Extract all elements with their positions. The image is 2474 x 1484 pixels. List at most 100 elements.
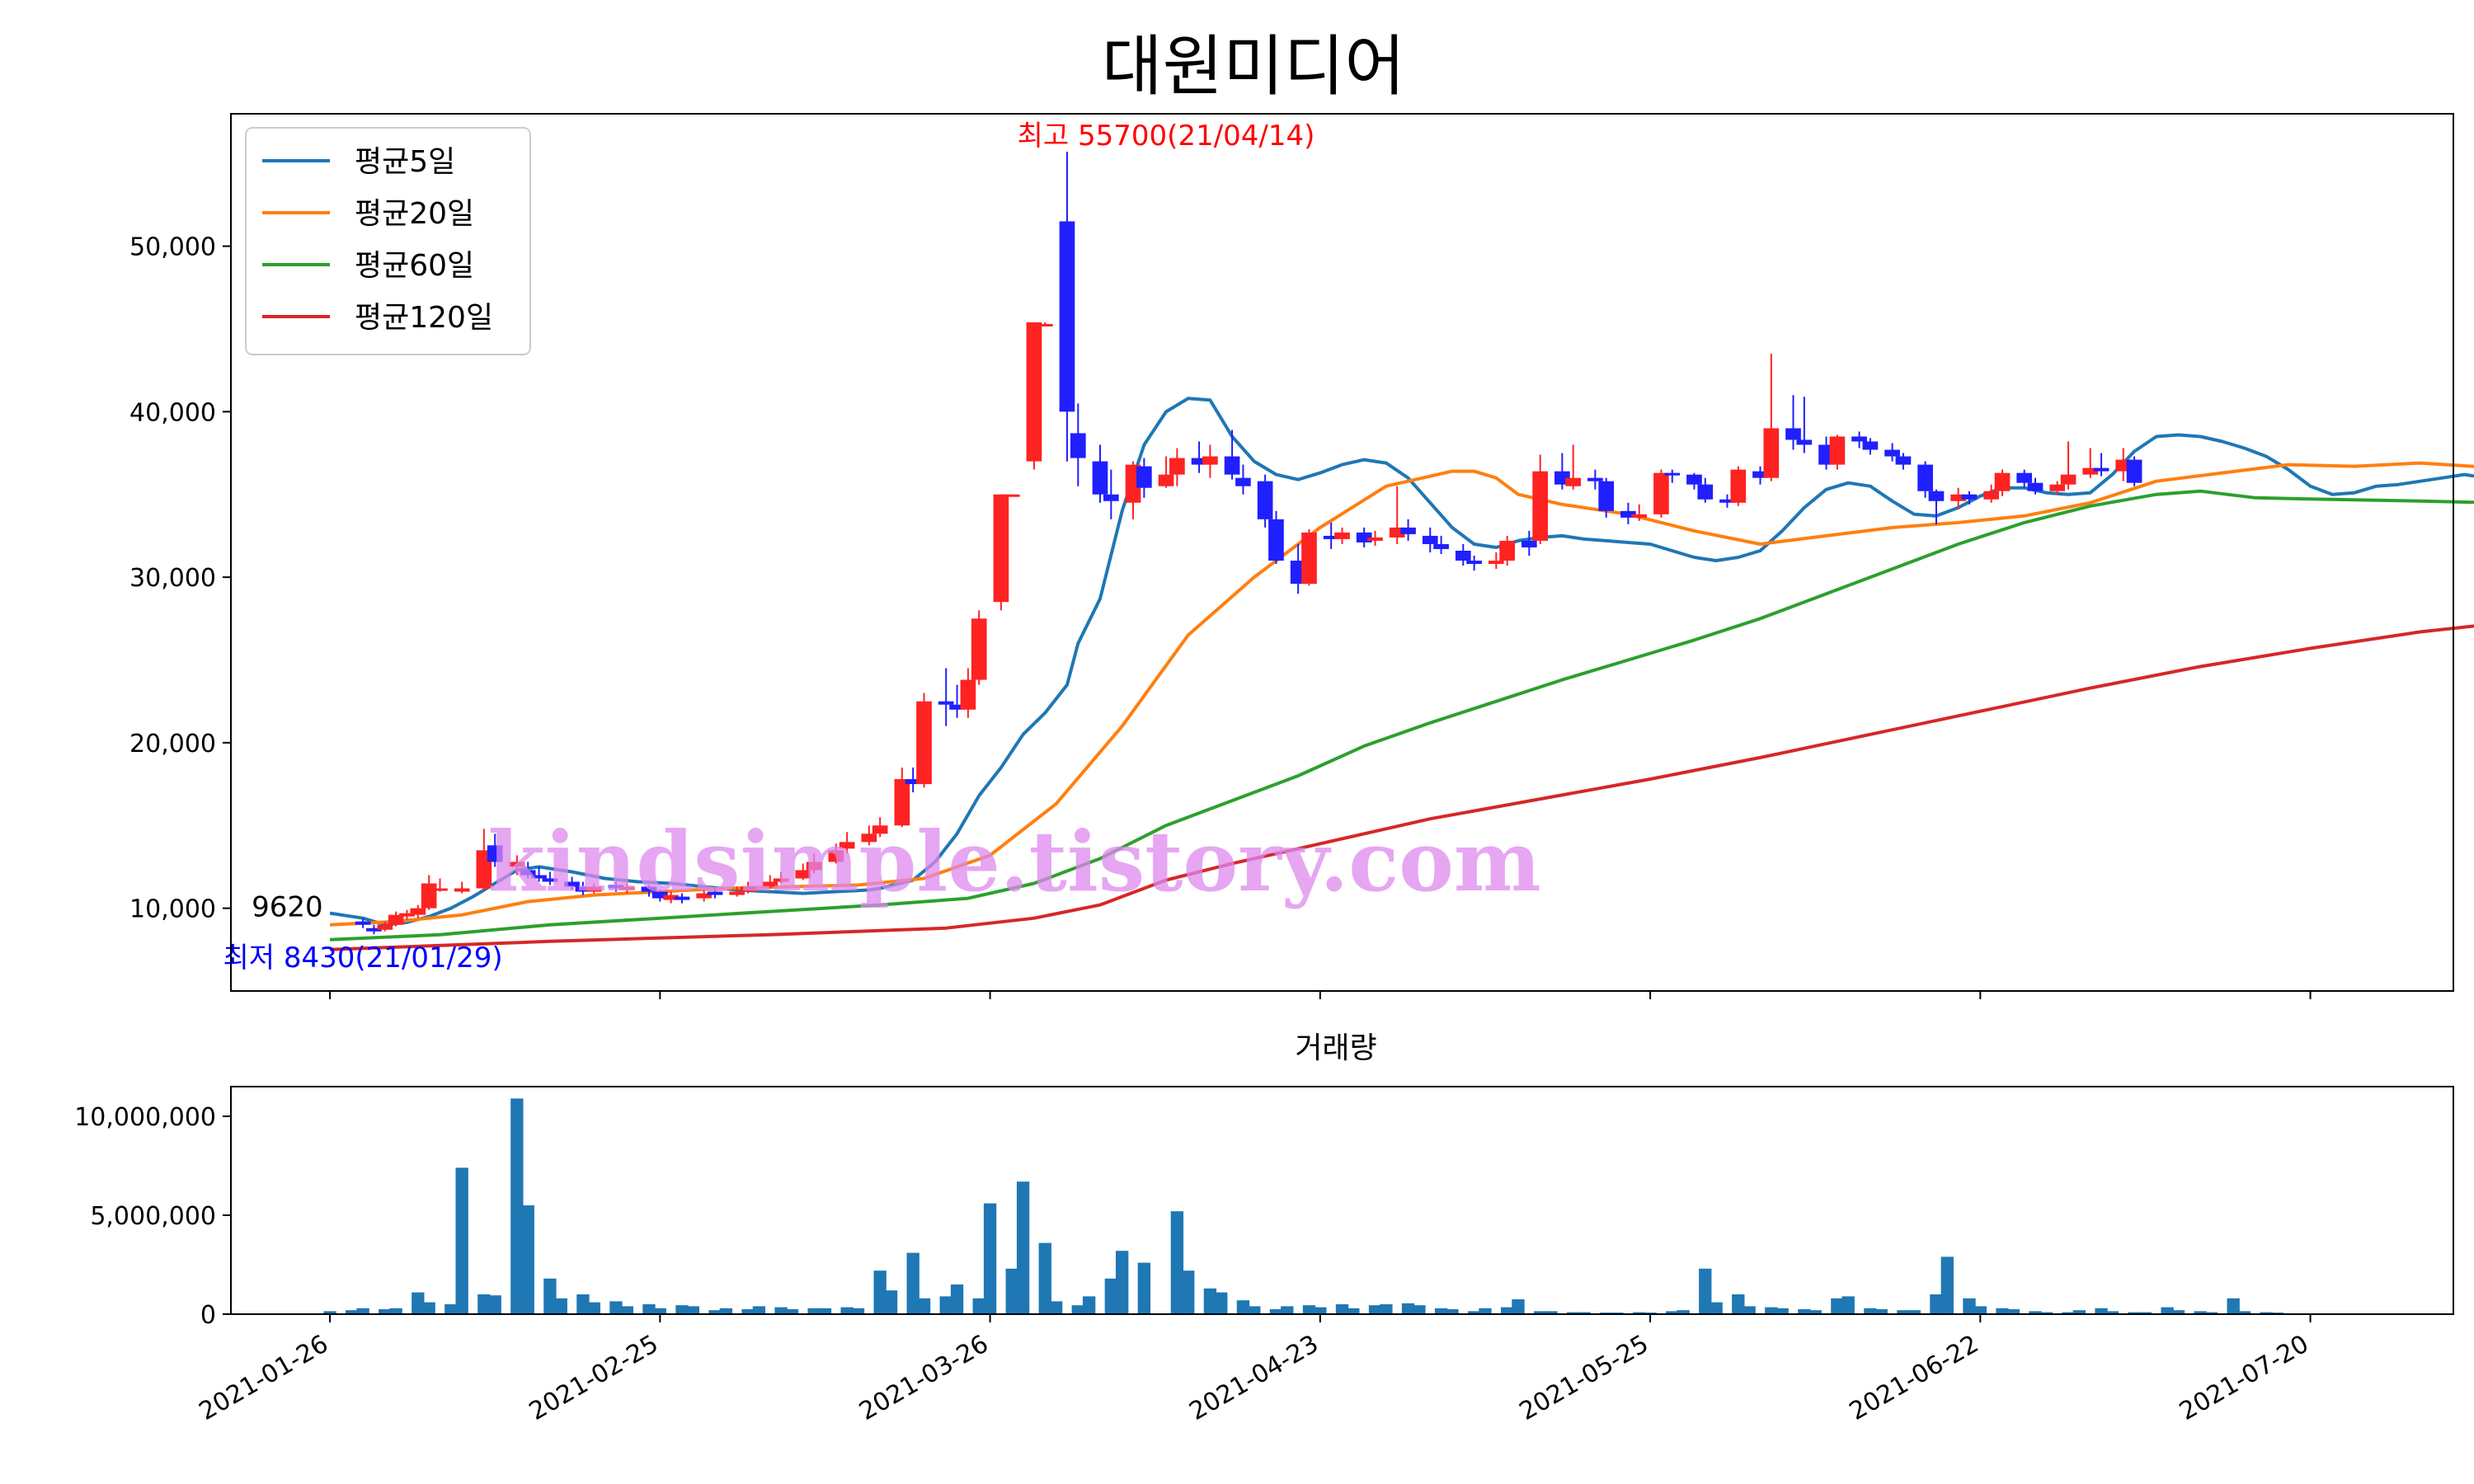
volume-bar <box>2062 1312 2075 1314</box>
candle-body <box>421 883 437 909</box>
candle-body <box>1631 514 1648 518</box>
volume-bar <box>444 1304 458 1314</box>
volume-bar <box>1314 1307 1327 1314</box>
candle-body <box>1961 494 1978 500</box>
legend-box <box>245 127 531 355</box>
chart-title: 대원미디어 <box>1102 28 1405 105</box>
volume-bar <box>1973 1306 1987 1314</box>
volume-bar <box>1038 1242 1051 1314</box>
candle-body <box>938 701 954 705</box>
volume-bar <box>1215 1292 1228 1314</box>
candle-body <box>1433 543 1449 549</box>
volume-bar <box>686 1306 700 1314</box>
candle-body <box>1928 491 1945 501</box>
candle-body <box>707 891 723 895</box>
candle-body <box>949 704 965 710</box>
volume-bars <box>323 1098 2284 1314</box>
volume-bar <box>2072 1310 2086 1314</box>
volume-bar <box>1743 1306 1756 1314</box>
candle-body <box>960 679 976 710</box>
volume-bar <box>1633 1312 1646 1314</box>
candle-body <box>806 862 822 871</box>
volume-bar <box>653 1308 666 1314</box>
volume-bar <box>576 1294 590 1314</box>
candle-body <box>2027 482 2044 491</box>
volume-bar <box>1347 1308 1360 1314</box>
volume-bar <box>2204 1312 2218 1314</box>
candle-body <box>410 908 426 915</box>
candle-body <box>828 850 844 862</box>
volume-bar <box>972 1298 985 1314</box>
volume-bar <box>389 1308 402 1314</box>
candle-body <box>1752 471 1768 478</box>
watermark: kindsimple.tistory.com <box>487 813 1540 910</box>
volume-bar <box>1380 1304 1393 1314</box>
volume-bar <box>1479 1308 1492 1314</box>
candle-body <box>773 878 789 882</box>
candle-body <box>1136 466 1152 488</box>
candle-body <box>1895 456 1912 465</box>
candle-body <box>674 896 690 900</box>
candle-body <box>1092 461 1108 495</box>
volume-bar <box>1512 1299 1525 1314</box>
candle-body <box>399 913 415 917</box>
volume-bar <box>1710 1302 1723 1314</box>
candle-body <box>608 885 624 889</box>
candle-body <box>520 870 536 876</box>
candle-body <box>454 888 470 892</box>
price-y-axis: 10,000 20,000 30,000 40,000 50,000 <box>129 233 231 924</box>
date-tick-label: 2021-03-26 <box>854 1330 993 1426</box>
volume-bar <box>1798 1309 1811 1314</box>
candle-body <box>1598 481 1615 511</box>
volume-bar <box>1467 1311 1481 1314</box>
candle-body <box>1488 561 1504 565</box>
volume-bar <box>2227 1298 2240 1314</box>
candle-body <box>1785 428 1801 440</box>
volume-bar <box>1578 1312 1591 1314</box>
candle-body <box>1521 540 1537 547</box>
candle-body <box>1884 449 1900 457</box>
candle-body <box>377 924 393 930</box>
candle-body <box>1191 458 1207 465</box>
volume-bar <box>2161 1307 2174 1314</box>
volume-bar <box>2128 1312 2141 1314</box>
volume-title: 거래량 <box>1295 1031 1376 1065</box>
volume-bar <box>587 1302 600 1314</box>
candle-body <box>762 881 778 887</box>
volume-bar <box>939 1296 952 1314</box>
volume-bar <box>1996 1308 2009 1314</box>
volume-bar <box>346 1310 359 1314</box>
volume-bar <box>840 1307 854 1314</box>
volume-bar <box>1248 1306 1261 1314</box>
candle-body <box>432 888 448 891</box>
candle-body <box>696 893 713 899</box>
candle-body <box>1763 428 1780 478</box>
candle-body <box>1862 441 1879 450</box>
candle-body <box>1697 484 1714 500</box>
candle-body <box>872 825 888 834</box>
candle-body <box>1499 540 1515 561</box>
candle-body <box>1422 535 1438 544</box>
date-tick-label: 2021-02-25 <box>524 1330 663 1426</box>
candle-body <box>1686 474 1702 485</box>
volume-bar <box>1049 1301 1063 1314</box>
candle-body <box>905 779 921 785</box>
volume-bar <box>752 1306 766 1314</box>
volume-bar <box>785 1309 799 1314</box>
volume-bar <box>1203 1288 1217 1314</box>
legend-entry: 평균5일 <box>355 145 455 179</box>
volume-bar <box>412 1292 425 1314</box>
volume-bar <box>642 1304 656 1314</box>
candle-body <box>1367 537 1383 541</box>
candle-body <box>1224 456 1240 475</box>
candle-body <box>1653 472 1669 514</box>
candle-body <box>355 921 371 925</box>
candle-body <box>1235 477 1251 486</box>
price-y-tick-label: 10,000 <box>129 895 216 924</box>
volume-bar <box>1831 1298 1844 1314</box>
candle-body <box>839 842 855 849</box>
candle-body <box>795 870 811 879</box>
volume-bar <box>2095 1308 2108 1314</box>
